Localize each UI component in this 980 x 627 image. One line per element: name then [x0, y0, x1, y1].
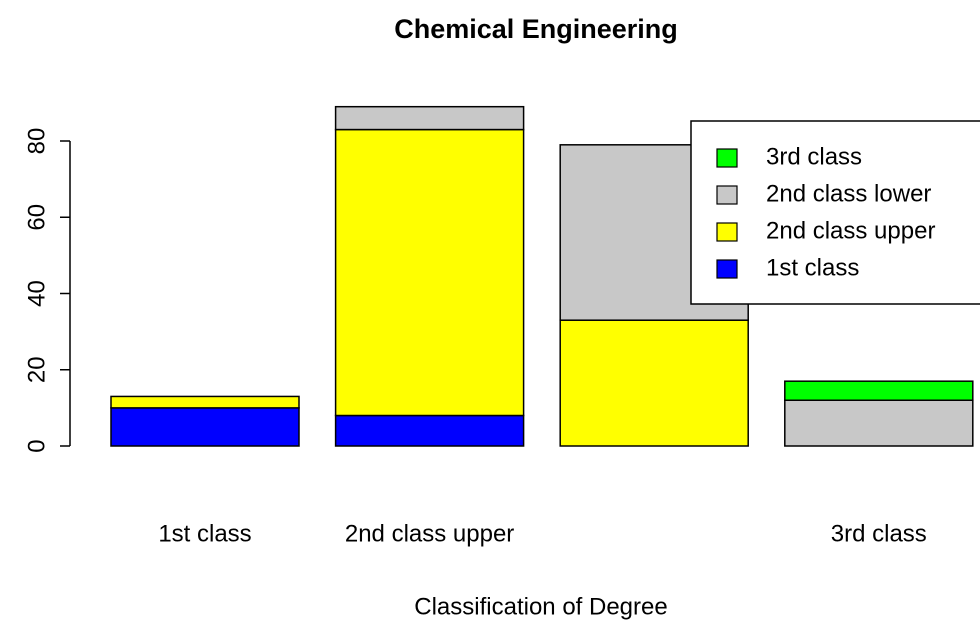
y-tick-label: 60 [23, 204, 50, 231]
bar-segment [784, 380, 974, 401]
y-tick-label: 40 [23, 280, 50, 307]
bar-segment [110, 395, 300, 409]
bar-segment [334, 414, 525, 447]
x-tick-label: 1st class [158, 520, 251, 547]
legend-swatch [716, 259, 738, 279]
bar-segment [110, 407, 300, 447]
legend-label: 1st class [766, 254, 859, 281]
legend-box [690, 120, 980, 305]
legend-swatch [716, 222, 738, 242]
chart-title: Chemical Engineering [394, 14, 678, 44]
legend-label: 2nd class lower [766, 180, 931, 207]
x-tick-label: 2nd class upper [345, 520, 514, 547]
legend-swatch [716, 148, 738, 168]
legend-label: 2nd class upper [766, 217, 935, 244]
x-tick-label: 3rd class [831, 520, 927, 547]
legend-label: 3rd class [766, 143, 862, 170]
bar-segment [334, 105, 525, 131]
bar-segment [334, 128, 525, 417]
bar-segment [784, 399, 974, 447]
y-tick-label: 80 [23, 128, 50, 155]
x-axis-label: Classification of Degree [414, 593, 667, 620]
y-tick-label: 0 [23, 439, 50, 452]
legend-swatch [716, 185, 738, 205]
y-tick-label: 20 [23, 356, 50, 383]
bar-segment [559, 319, 749, 447]
